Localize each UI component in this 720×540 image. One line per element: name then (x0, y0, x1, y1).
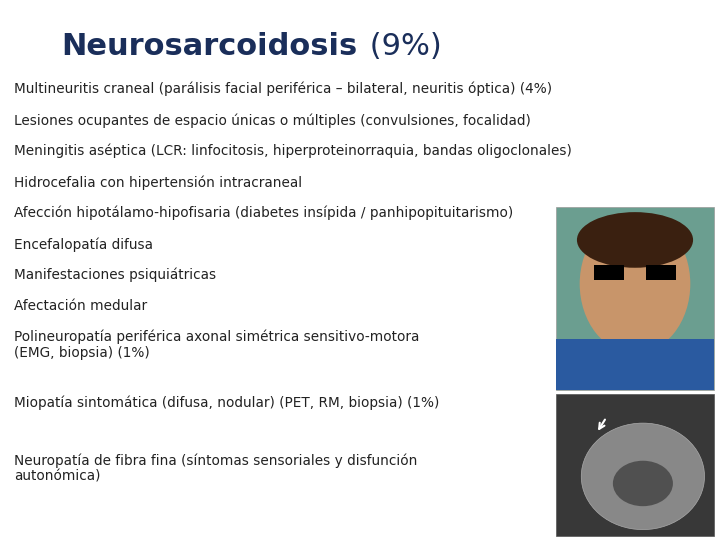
Text: (EMG, biopsia) (1%): (EMG, biopsia) (1%) (14, 346, 150, 360)
Bar (556, 339, 714, 390)
Text: Manifestaciones psiquiátricas: Manifestaciones psiquiátricas (14, 268, 216, 282)
Text: autonómica): autonómica) (14, 469, 101, 483)
Ellipse shape (580, 214, 690, 353)
Text: Multineuritis craneal (parálisis facial periférica – bilateral, neuritis óptica): Multineuritis craneal (parálisis facial … (14, 82, 552, 97)
Text: Miopatía sintomática (difusa, nodular) (PET, RM, biopsia) (1%): Miopatía sintomática (difusa, nodular) (… (14, 395, 439, 409)
Bar (556, 207, 714, 390)
Text: Polineuropatía periférica axonal simétrica sensitivo-motora: Polineuropatía periférica axonal simétri… (14, 330, 419, 345)
Bar (593, 265, 624, 280)
Ellipse shape (581, 423, 704, 530)
Text: Meningitis aséptica (LCR: linfocitosis, hiperproteinorraquia, bandas oligoclonal: Meningitis aséptica (LCR: linfocitosis, … (14, 144, 572, 159)
Bar (556, 394, 714, 536)
Ellipse shape (577, 212, 693, 268)
Text: (9%): (9%) (360, 32, 442, 61)
Text: Encefalopatía difusa: Encefalopatía difusa (14, 237, 153, 252)
Text: Lesiones ocupantes de espacio únicas o múltiples (convulsiones, focalidad): Lesiones ocupantes de espacio únicas o m… (14, 113, 531, 127)
Text: Afección hipotálamo-hipofisaria (diabetes insípida / panhipopituitarismo): Afección hipotálamo-hipofisaria (diabete… (14, 206, 513, 220)
Text: Neurosarcoidosis: Neurosarcoidosis (62, 32, 358, 61)
Text: Afectación medular: Afectación medular (14, 299, 147, 313)
Ellipse shape (613, 461, 673, 506)
Text: Neuropatía de fibra fina (síntomas sensoriales y disfunción: Neuropatía de fibra fina (síntomas senso… (14, 453, 418, 468)
Text: Hidrocefalia con hipertensión intracraneal: Hidrocefalia con hipertensión intracrane… (14, 175, 302, 190)
Bar (646, 265, 677, 280)
